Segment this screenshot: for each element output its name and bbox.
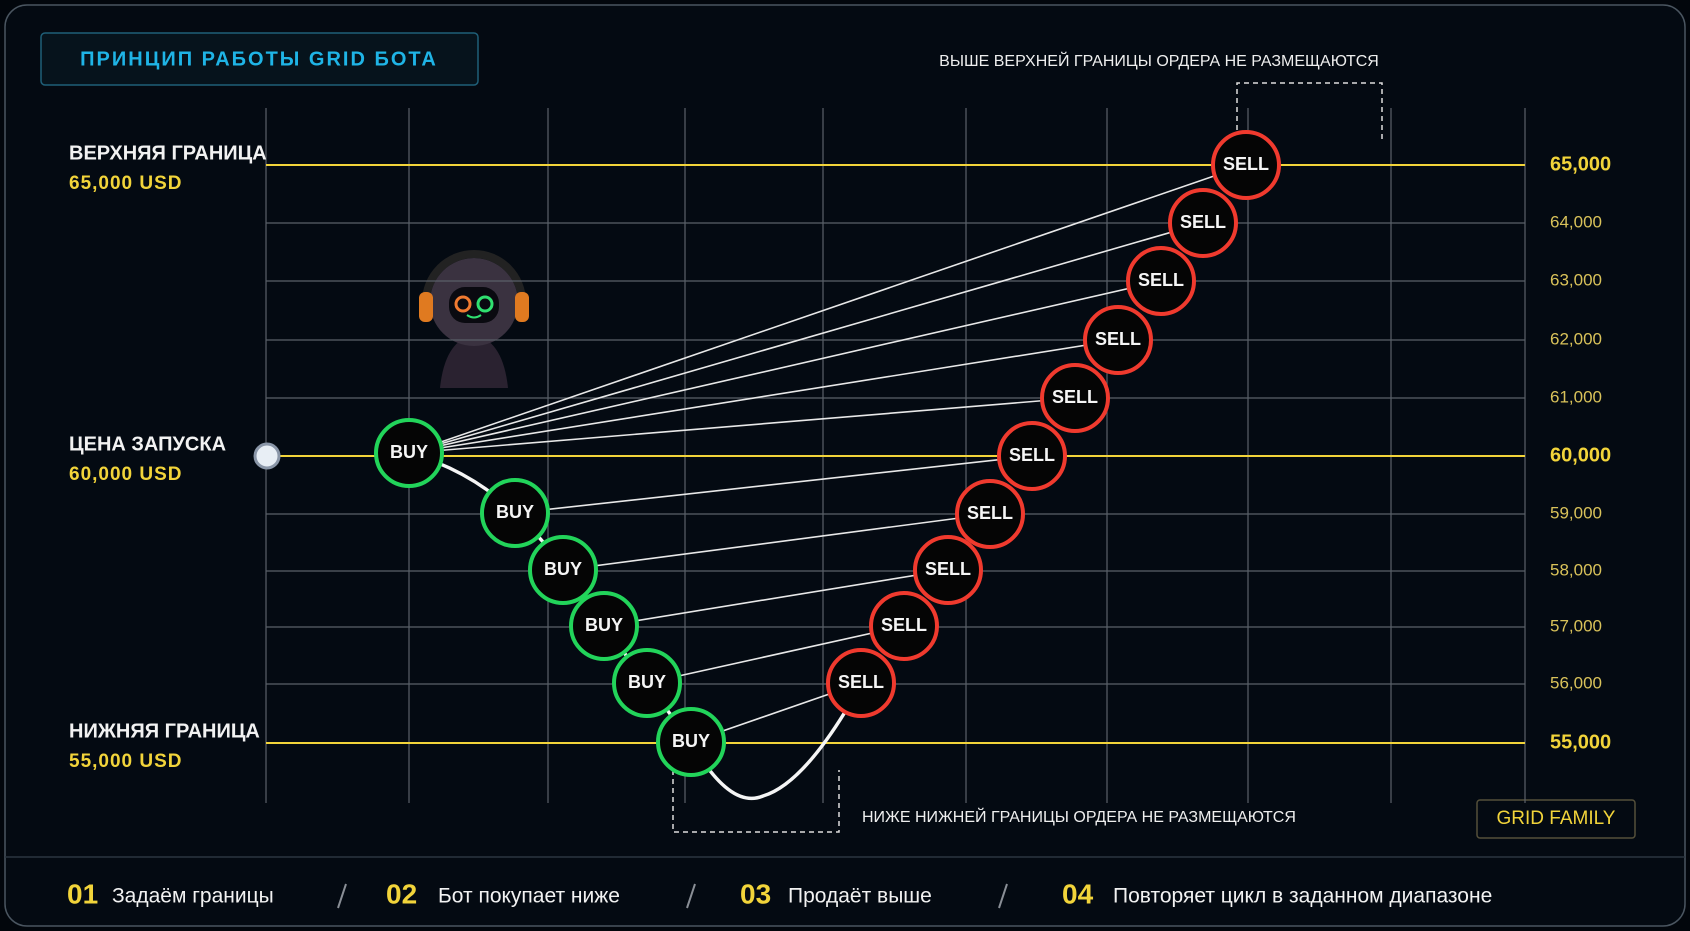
step-text: Продаёт выше — [788, 885, 932, 908]
axis-label: 61,000 — [1550, 387, 1602, 406]
buy-order-circle — [569, 591, 639, 661]
brand-box — [1476, 799, 1636, 839]
sell-order-circle — [869, 591, 939, 661]
sell-order-label: SELL — [925, 559, 971, 579]
axis-label: 56,000 — [1550, 673, 1602, 692]
trade-link — [646, 625, 905, 684]
buy-order-label: BUY — [496, 502, 534, 522]
trade-link — [408, 222, 1204, 454]
upper-bracket — [1236, 82, 1383, 143]
sell-order-circle — [1168, 188, 1238, 258]
price-path — [408, 451, 847, 801]
trade-link — [514, 455, 1033, 514]
note-above: ВЫШЕ ВЕРХНЕЙ ГРАНИЦЫ ОРДЕРА НЕ РАЗМЕЩАЮТ… — [939, 51, 1379, 70]
sell-order-label: SELL — [881, 615, 927, 635]
trade-link — [603, 569, 949, 627]
start-point — [253, 442, 281, 470]
axis-label: 64,000 — [1550, 212, 1602, 231]
axis-label: 59,000 — [1550, 503, 1602, 522]
step-text: Повторяет цикл в заданном диапазоне — [1113, 885, 1492, 908]
sell-order-circle — [826, 648, 896, 718]
axis-label: 55,000 — [1550, 731, 1611, 753]
axis-label: 65,000 — [1550, 153, 1611, 175]
step-number: 02 — [386, 878, 417, 909]
buy-order-circle — [374, 418, 444, 488]
step-number: 01 — [67, 878, 98, 909]
buy-order-label: BUY — [390, 442, 428, 462]
sell-order-circle — [1211, 130, 1281, 200]
brand: GRID FAMILY — [1497, 808, 1616, 829]
axis-label: 57,000 — [1550, 616, 1602, 635]
level-name: ЦЕНА ЗАПУСКА — [69, 433, 226, 455]
buy-order-circle — [528, 535, 598, 605]
buy-order-label: BUY — [672, 731, 710, 751]
note-below: НИЖЕ НИЖНЕЙ ГРАНИЦЫ ОРДЕРА НЕ РАЗМЕЩАЮТС… — [862, 807, 1296, 826]
step-divider — [686, 883, 696, 909]
sell-order-label: SELL — [838, 672, 884, 692]
level-name: НИЖНЯЯ ГРАНИЦА — [69, 720, 260, 742]
sell-order-circle — [1083, 305, 1153, 375]
frame — [4, 4, 1686, 927]
sell-order-label: SELL — [967, 503, 1013, 523]
sell-order-label: SELL — [1138, 270, 1184, 290]
sell-order-label: SELL — [1180, 212, 1226, 232]
level-name: ВЕРХНЯЯ ГРАНИЦА — [69, 142, 267, 164]
sell-order-circle — [1126, 246, 1196, 316]
axis-label: 62,000 — [1550, 329, 1602, 348]
trade-link — [408, 164, 1247, 454]
title: ПРИНЦИП РАБОТЫ GRID БОТА — [80, 48, 438, 70]
sell-order-circle — [955, 479, 1025, 549]
step-divider — [998, 883, 1008, 909]
trade-link — [408, 280, 1162, 454]
sell-order-circle — [913, 535, 983, 605]
step-divider — [337, 883, 347, 909]
level-price: 60,000 USD — [69, 464, 183, 485]
sell-order-label: SELL — [1223, 154, 1269, 174]
sell-order-label: SELL — [1095, 329, 1141, 349]
step-number: 03 — [740, 878, 771, 909]
title-box — [40, 32, 479, 86]
buy-order-circle — [656, 707, 726, 777]
axis-label: 63,000 — [1550, 270, 1602, 289]
sell-order-label: SELL — [1052, 387, 1098, 407]
sell-order-circle — [1040, 363, 1110, 433]
trade-link — [408, 339, 1119, 454]
level-price: 65,000 USD — [69, 173, 183, 194]
buy-order-circle — [612, 648, 682, 718]
buy-order-label: BUY — [628, 672, 666, 692]
sell-order-label: SELL — [1009, 445, 1055, 465]
step-text: Бот покупает ниже — [438, 885, 620, 908]
level-price: 55,000 USD — [69, 751, 183, 772]
buy-order-circle — [480, 478, 550, 548]
trade-link — [562, 513, 991, 571]
axis-label: 60,000 — [1550, 444, 1611, 466]
step-number: 04 — [1062, 878, 1094, 909]
lower-bracket — [672, 770, 840, 833]
sell-order-circle — [997, 421, 1067, 491]
buy-order-label: BUY — [585, 615, 623, 635]
step-text: Задаём границы — [112, 885, 274, 908]
buy-order-label: BUY — [544, 559, 582, 579]
axis-label: 58,000 — [1550, 560, 1602, 579]
trade-link — [408, 397, 1076, 454]
